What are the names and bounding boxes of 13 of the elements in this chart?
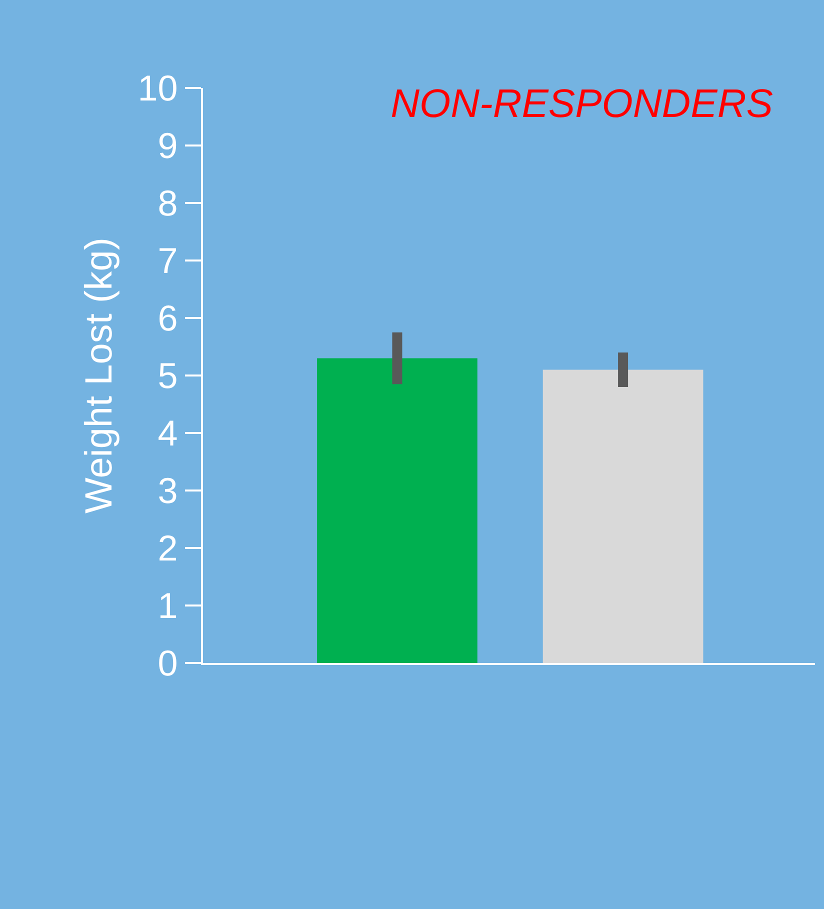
y-tick-label: 1: [158, 585, 178, 626]
y-tick-label: 2: [158, 528, 178, 569]
y-tick-label: 9: [158, 125, 178, 166]
chart-title: NON-RESPONDERS: [390, 82, 774, 126]
y-tick-label: 8: [158, 182, 178, 224]
y-axis-title: Weight Lost (kg): [78, 238, 120, 514]
y-tick-label: 10: [138, 68, 178, 109]
y-tick-label: 3: [158, 470, 178, 512]
y-tick-label: 6: [158, 298, 178, 339]
y-tick-label: 5: [158, 355, 178, 396]
y-tick-label: 0: [158, 642, 178, 684]
y-tick-label: 4: [158, 412, 178, 454]
y-tick-label: 7: [158, 240, 178, 282]
